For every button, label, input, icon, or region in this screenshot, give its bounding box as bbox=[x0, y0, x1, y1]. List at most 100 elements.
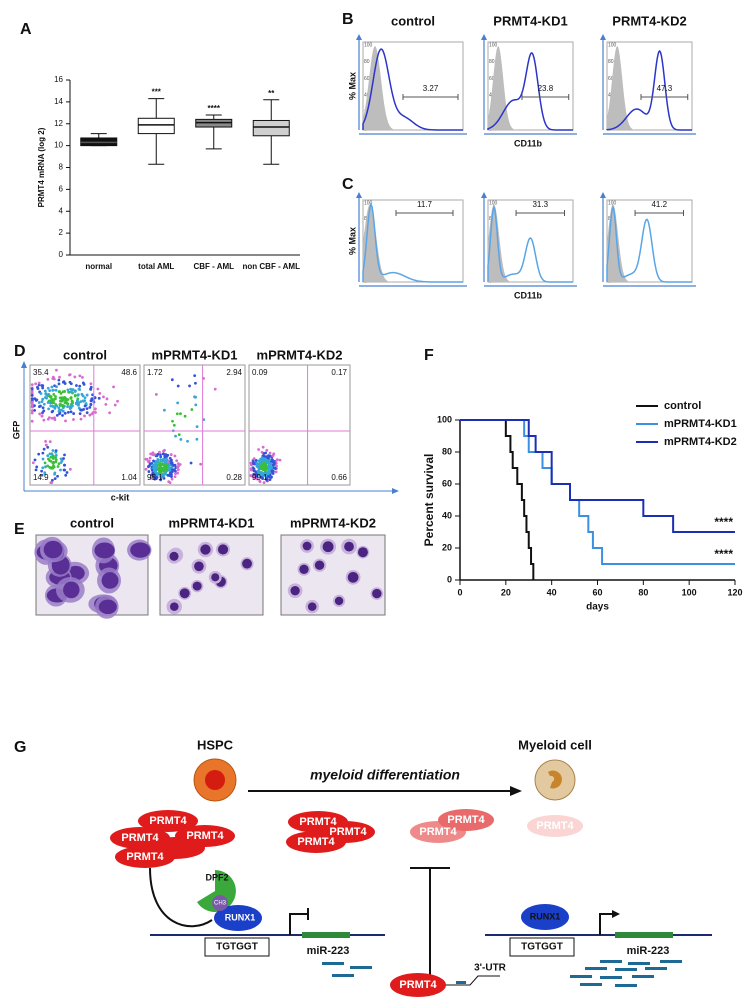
event bbox=[61, 397, 65, 401]
axis-arrow bbox=[481, 192, 487, 198]
sample-title: control bbox=[63, 347, 107, 362]
event bbox=[57, 382, 61, 386]
event bbox=[61, 390, 65, 394]
x-tick-label: CBF - AML bbox=[193, 262, 234, 271]
y-tick-label: 8 bbox=[59, 163, 64, 172]
nucleus bbox=[314, 560, 325, 570]
event bbox=[269, 475, 273, 479]
nucleus bbox=[344, 541, 354, 552]
gate bbox=[515, 210, 565, 216]
promoter bbox=[599, 913, 614, 935]
event bbox=[167, 480, 171, 484]
event bbox=[42, 418, 46, 422]
event bbox=[52, 401, 56, 404]
event bbox=[163, 464, 167, 468]
sample-title: control bbox=[391, 13, 435, 28]
gene bbox=[302, 932, 350, 938]
event bbox=[275, 464, 278, 468]
protein-label: PRMT4 bbox=[419, 826, 457, 838]
event bbox=[98, 391, 102, 395]
event bbox=[165, 458, 169, 462]
y-axis-label: % Max bbox=[347, 72, 357, 100]
event bbox=[268, 478, 272, 481]
event bbox=[51, 461, 55, 465]
event bbox=[78, 384, 82, 388]
event bbox=[264, 451, 268, 455]
nucleus bbox=[205, 770, 225, 790]
event bbox=[46, 445, 50, 449]
nucleus bbox=[101, 572, 119, 589]
event bbox=[51, 449, 55, 452]
event bbox=[88, 413, 92, 417]
event bbox=[49, 466, 53, 470]
event bbox=[75, 384, 78, 387]
event bbox=[55, 385, 58, 389]
nucleus bbox=[302, 541, 312, 551]
event bbox=[170, 477, 174, 481]
event bbox=[44, 465, 47, 469]
nucleus bbox=[43, 540, 63, 559]
event bbox=[149, 452, 153, 456]
protein-label: PRMT4 bbox=[299, 816, 337, 828]
event bbox=[261, 467, 265, 471]
event bbox=[171, 463, 175, 467]
axis-arrow bbox=[600, 34, 606, 40]
event bbox=[37, 405, 41, 409]
event bbox=[162, 449, 165, 453]
event bbox=[89, 387, 92, 391]
event bbox=[30, 389, 34, 393]
event bbox=[41, 466, 45, 470]
gate-value: 41.2 bbox=[651, 200, 667, 209]
event bbox=[105, 397, 109, 401]
event bbox=[63, 411, 67, 415]
event bbox=[267, 470, 271, 474]
event bbox=[268, 451, 272, 455]
event bbox=[69, 390, 73, 394]
box bbox=[252, 119, 290, 137]
x-tick-label: 80 bbox=[638, 587, 648, 597]
event bbox=[252, 461, 255, 465]
event bbox=[272, 461, 276, 465]
event bbox=[269, 462, 273, 466]
event bbox=[267, 454, 270, 458]
event bbox=[278, 458, 282, 462]
event bbox=[30, 411, 34, 415]
event bbox=[56, 474, 59, 478]
y-tick-label: 14 bbox=[54, 97, 63, 106]
event bbox=[164, 472, 167, 476]
event bbox=[30, 409, 34, 412]
event bbox=[176, 384, 180, 388]
event bbox=[30, 387, 34, 391]
x-tick-label: 0 bbox=[457, 587, 462, 597]
y-tick-label: 60 bbox=[489, 76, 495, 82]
y-tick-label: 60 bbox=[364, 76, 370, 82]
event bbox=[162, 476, 166, 480]
event bbox=[255, 465, 259, 468]
event bbox=[48, 394, 51, 398]
event bbox=[254, 470, 257, 473]
event bbox=[170, 465, 174, 469]
event bbox=[166, 460, 170, 464]
event bbox=[41, 386, 45, 390]
event bbox=[49, 401, 52, 405]
protein-cluster bbox=[110, 810, 375, 868]
event bbox=[31, 461, 35, 465]
motif-box bbox=[204, 937, 270, 957]
event bbox=[40, 384, 44, 387]
x-tick-label: 60 bbox=[592, 587, 602, 597]
event bbox=[260, 450, 264, 454]
event bbox=[76, 397, 80, 401]
control-histogram bbox=[363, 204, 463, 282]
y-tick-label: 60 bbox=[442, 478, 452, 488]
event bbox=[190, 408, 194, 411]
y-tick-label: 2 bbox=[59, 228, 64, 237]
gate-value: 23.8 bbox=[538, 84, 554, 93]
event bbox=[54, 368, 58, 372]
event bbox=[42, 402, 46, 406]
ch3-label: CH3 bbox=[214, 901, 227, 907]
event bbox=[47, 407, 51, 411]
event bbox=[155, 476, 159, 479]
quadrant-value: 48.6 bbox=[121, 368, 137, 377]
event bbox=[147, 465, 150, 469]
sample-histogram bbox=[362, 48, 463, 131]
